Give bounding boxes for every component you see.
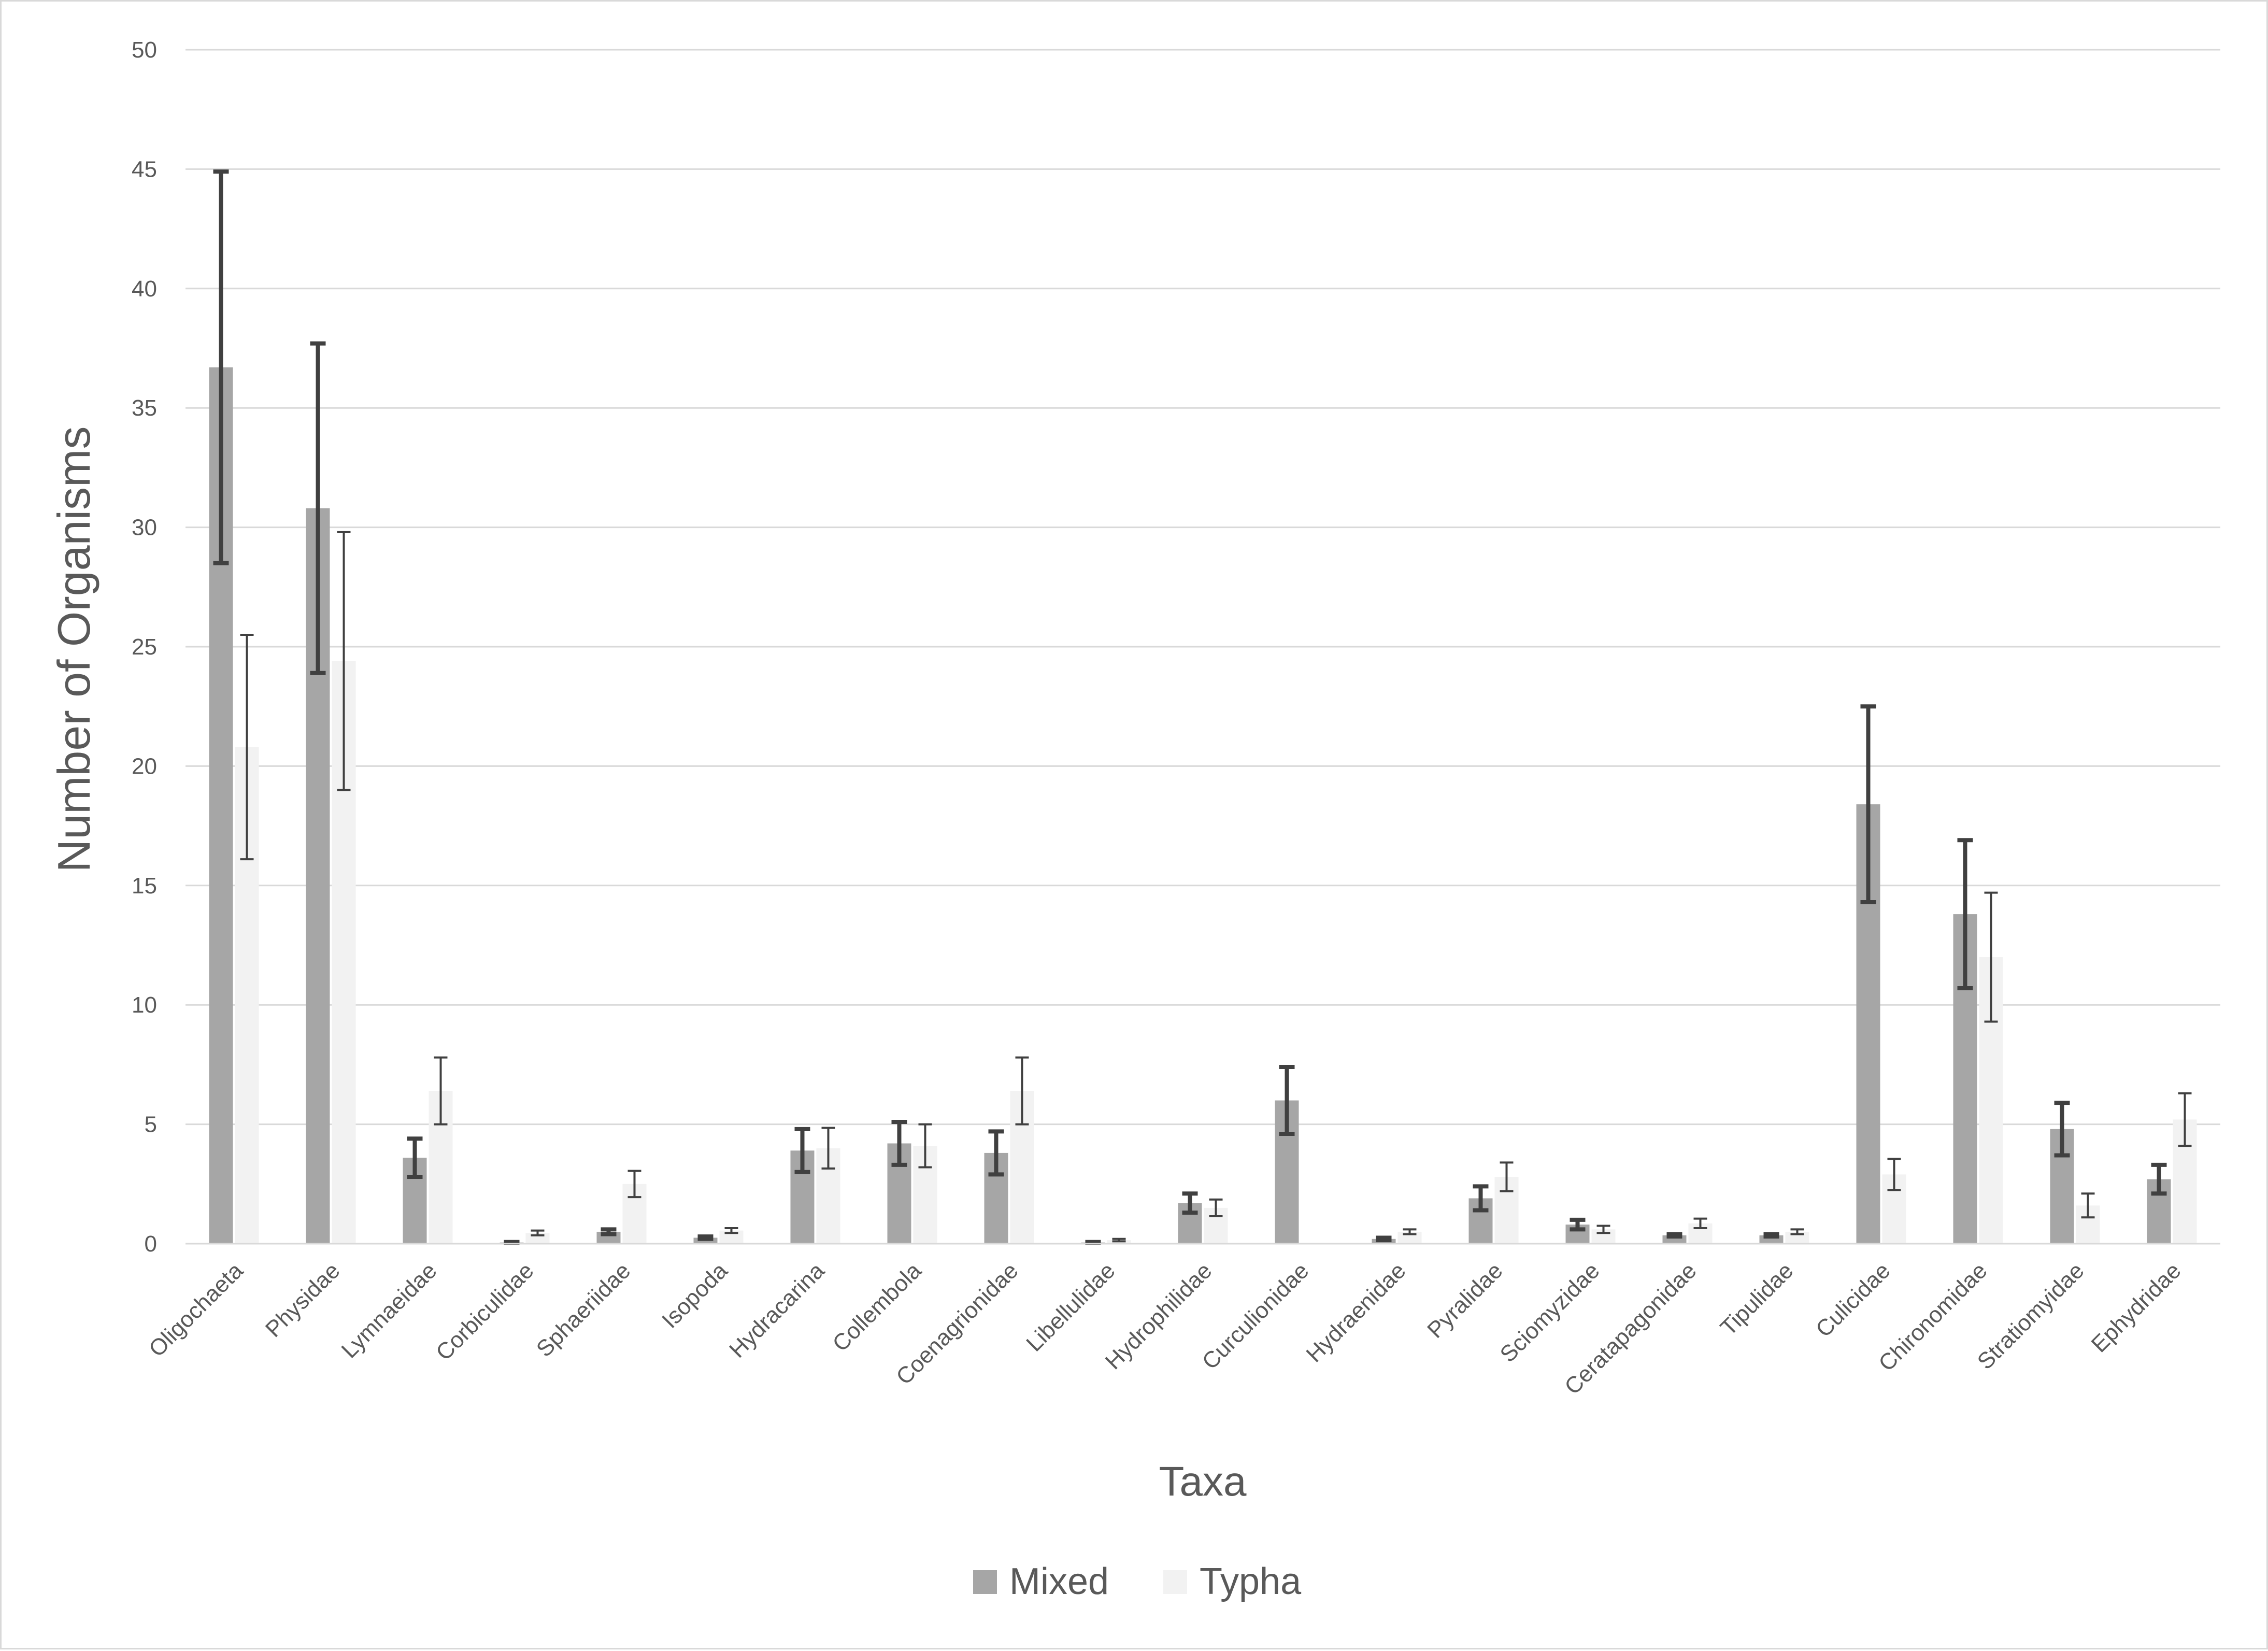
- y-tick-label: 40: [132, 276, 157, 302]
- error-bar-mixed: [2054, 1101, 2070, 1158]
- error-bar-mixed: [407, 1136, 423, 1179]
- error-bar-typha: [1790, 1228, 1804, 1235]
- error-bar-typha: [1596, 1225, 1610, 1234]
- error-bar-mixed: [1376, 1235, 1392, 1243]
- error-bar-typha: [918, 1123, 932, 1169]
- y-tick-label: 15: [132, 873, 157, 899]
- y-tick-label: 0: [145, 1231, 157, 1257]
- error-bar-typha: [434, 1056, 448, 1126]
- x-tick-label: Physidae: [261, 1258, 345, 1342]
- error-bar-typha: [821, 1127, 835, 1170]
- y-tick-label: 10: [132, 992, 157, 1018]
- error-bar-mixed: [504, 1240, 520, 1245]
- error-bar-typha: [1403, 1228, 1417, 1235]
- error-bar-mixed: [1279, 1065, 1295, 1136]
- y-tick-label: 5: [145, 1112, 157, 1137]
- x-tick-label: Libellulidae: [1021, 1258, 1120, 1356]
- error-bar-mixed: [1085, 1240, 1101, 1245]
- x-tick-label: Isopoda: [657, 1258, 733, 1333]
- error-bar-mixed: [2151, 1162, 2167, 1196]
- y-tick-label: 35: [132, 395, 157, 421]
- error-bar-typha: [1693, 1217, 1707, 1230]
- error-bar-typha: [1984, 891, 1998, 1023]
- error-bar-typha: [240, 633, 254, 861]
- error-bar-mixed: [794, 1127, 810, 1174]
- error-bar-typha: [1112, 1237, 1126, 1243]
- x-tick-label: Ephydridae: [2087, 1258, 2186, 1357]
- x-tick-label: Tipulidae: [1716, 1258, 1799, 1341]
- x-tick-label: Hydracarina: [724, 1258, 830, 1363]
- error-bar-mixed: [1666, 1232, 1682, 1239]
- x-tick-label: Hydraenidae: [1301, 1258, 1410, 1367]
- error-bar-mixed: [697, 1234, 714, 1241]
- legend-label-typha: Typha: [1200, 1561, 1302, 1602]
- error-bar-typha: [2081, 1192, 2095, 1219]
- error-bar-mixed: [310, 341, 326, 675]
- y-tick-label: 20: [132, 753, 157, 779]
- x-tick-label: Pyralidae: [1422, 1258, 1507, 1343]
- error-bar-mixed: [601, 1227, 617, 1236]
- legend: Mixed Typha: [973, 1561, 1302, 1602]
- x-tick-label: Oligochaeta: [144, 1258, 248, 1362]
- y-axis-title: Number of Organisms: [48, 426, 99, 873]
- x-tick-label: Collembola: [828, 1258, 926, 1357]
- legend-swatch-typha: [1163, 1570, 1187, 1594]
- error-bar-mixed: [213, 169, 229, 565]
- error-bar-mixed: [1182, 1191, 1198, 1215]
- error-bar-typha: [1209, 1198, 1223, 1218]
- error-bar-typha: [627, 1170, 641, 1199]
- gridlines: [186, 49, 2220, 1126]
- error-bar-typha: [1500, 1161, 1514, 1192]
- x-axis-ticks: Oligochaeta PhysidaeLymnaeidaeCorbiculida…: [144, 1258, 2186, 1400]
- error-bar-typha: [724, 1227, 738, 1234]
- y-axis-ticks: 0 5 10 15 20 25 30 35 40 45 50: [132, 37, 157, 1257]
- error-bar-mixed: [1473, 1184, 1489, 1213]
- legend-label-mixed: Mixed: [1009, 1561, 1109, 1602]
- error-bars: [213, 169, 2192, 1245]
- error-bar-mixed: [1957, 838, 1973, 990]
- error-bar-mixed: [1763, 1232, 1779, 1239]
- bars: [209, 367, 2197, 1244]
- y-tick-label: 30: [132, 515, 157, 540]
- x-axis-title: Taxa: [1159, 1458, 1247, 1504]
- x-tick-label: Sciomyzidae: [1495, 1258, 1605, 1367]
- legend-swatch-mixed: [973, 1570, 997, 1594]
- x-tick-label: Culicidae: [1811, 1258, 1895, 1342]
- error-bar-typha: [337, 531, 351, 791]
- y-tick-label: 45: [132, 156, 157, 182]
- x-tick-label: Corbiculidae: [431, 1258, 539, 1365]
- error-bar-typha: [2178, 1092, 2192, 1147]
- error-bar-typha: [1887, 1158, 1901, 1191]
- y-tick-label: 25: [132, 634, 157, 660]
- error-bar-mixed: [988, 1129, 1004, 1177]
- error-bar-mixed: [1570, 1217, 1586, 1232]
- x-tick-label: Lymnaeidae: [337, 1258, 442, 1363]
- y-tick-label: 50: [132, 37, 157, 63]
- error-bar-typha: [1015, 1056, 1029, 1126]
- x-tick-label: Sphaeriidae: [532, 1258, 636, 1362]
- error-bar-mixed: [891, 1119, 907, 1167]
- error-bar-typha: [531, 1229, 545, 1236]
- error-bar-mixed: [1860, 704, 1876, 905]
